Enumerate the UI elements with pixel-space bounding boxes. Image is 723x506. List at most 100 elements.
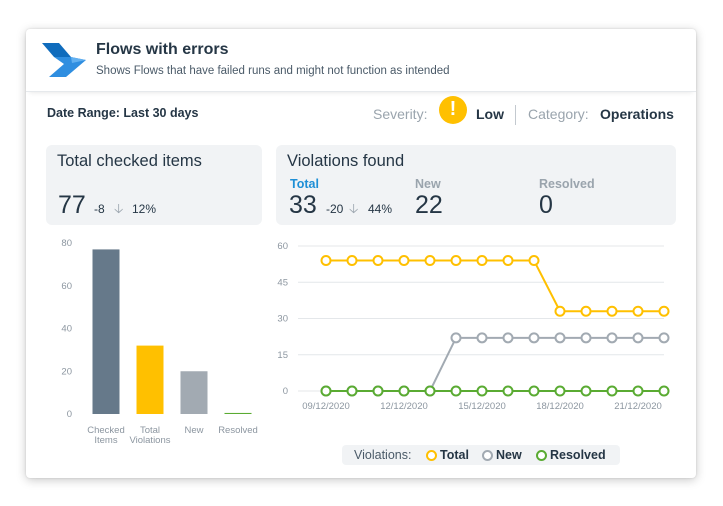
legend-resolved-marker-icon: [536, 450, 547, 461]
chart-legend: Violations: Total New Resolved: [342, 445, 620, 465]
line-y-tick-label: 0: [283, 386, 288, 397]
power-automate-logo-icon: [42, 43, 86, 77]
series-point-new: [658, 332, 670, 344]
line-x-tick-label: 21/12/2020: [614, 401, 662, 412]
series-point-resolved: [528, 385, 540, 397]
total-checked-title: Total checked items: [57, 152, 202, 170]
category-value: Operations: [600, 106, 674, 122]
date-range-label[interactable]: Date Range: Last 30 days: [47, 106, 199, 120]
series-point-resolved: [320, 385, 332, 397]
bar-y-tick-label: 80: [61, 238, 72, 249]
series-point-new: [450, 332, 462, 344]
series-point-total: [476, 255, 488, 266]
series-point-new: [632, 332, 644, 344]
card-subtitle: Shows Flows that have failed runs and mi…: [96, 65, 450, 77]
flows-with-errors-card: Flows with errors Shows Flows that have …: [26, 29, 696, 478]
series-point-resolved: [476, 385, 488, 397]
legend-new-marker-icon: [482, 450, 493, 461]
violations-new-label[interactable]: New: [415, 177, 441, 191]
series-point-total: [606, 305, 618, 317]
arrow-down-icon: 🡣: [349, 201, 359, 216]
series-point-total: [658, 305, 670, 317]
series-point-total: [424, 255, 436, 266]
series-point-total: [450, 255, 462, 266]
card-title: Flows with errors: [96, 41, 229, 58]
series-point-resolved: [372, 385, 384, 397]
line-x-tick-label: 15/12/2020: [458, 401, 506, 412]
arrow-down-icon: 🡣: [114, 201, 124, 216]
line-x-tick-label: 09/12/2020: [302, 401, 350, 412]
violations-title: Violations found: [287, 152, 405, 170]
legend-total-marker-icon: [426, 450, 437, 461]
series-point-new: [554, 332, 566, 344]
series-point-resolved: [502, 385, 514, 397]
violations-resolved-label[interactable]: Resolved: [539, 177, 595, 191]
severity-label: Severity:: [373, 106, 428, 122]
violations-total-percent: 44%: [368, 202, 393, 216]
series-point-resolved: [658, 385, 670, 397]
bar-x-tick-label: Total: [140, 425, 160, 436]
line-y-tick-label: 45: [277, 277, 288, 288]
legend-title: Violations:: [354, 448, 412, 462]
line-x-tick-label: 18/12/2020: [536, 401, 584, 412]
series-point-total: [502, 255, 514, 266]
bar-y-tick-label: 60: [61, 281, 72, 292]
bar-x-tick-label: Checked: [87, 425, 125, 436]
total-checked-box: Total checked items 77 -8 🡣 12%: [46, 145, 262, 225]
series-point-total: [632, 305, 644, 317]
violations-total-value: 33: [289, 191, 317, 219]
series-point-new: [580, 332, 592, 344]
line-x-tick-label: 12/12/2020: [380, 401, 428, 412]
line-y-tick-label: 60: [277, 241, 288, 252]
series-point-resolved: [554, 385, 566, 397]
series-point-total: [554, 305, 566, 317]
series-point-resolved: [580, 385, 592, 397]
severity-value: Low: [476, 106, 504, 122]
bar-0: [92, 249, 120, 414]
series-point-total: [346, 255, 358, 266]
violations-total-label[interactable]: Total: [290, 177, 319, 191]
bar-2: [180, 371, 208, 414]
series-point-new: [528, 332, 540, 344]
category-label: Category:: [528, 106, 589, 122]
series-line-new: [326, 336, 664, 392]
violations-line-chart: 0 15 30 45 60 09/12/2020 12/12/2020 15/12/2020 1…: [277, 241, 670, 412]
total-checked-value: 77: [58, 191, 86, 219]
series-point-resolved: [632, 385, 644, 397]
bar-x-tick-label: Resolved: [218, 425, 258, 436]
legend-item-total[interactable]: Total: [440, 448, 469, 462]
line-y-tick-label: 30: [277, 314, 288, 325]
filter-row: Date Range: Last 30 days Severity: ! Low…: [26, 91, 696, 139]
series-point-total: [398, 255, 410, 266]
bar-x-tick-label: New: [184, 425, 203, 436]
series-point-total: [528, 255, 540, 266]
bar-x-tick-label: Items: [94, 435, 117, 446]
violations-box: Violations found Total 33 -20 🡣 44% New …: [276, 145, 676, 225]
bar-y-tick-label: 40: [61, 324, 72, 335]
series-point-new: [606, 332, 618, 344]
series-point-resolved: [424, 385, 436, 397]
series-point-resolved: [398, 385, 410, 397]
series-point-resolved: [450, 385, 462, 397]
filter-divider: [515, 105, 516, 125]
series-point-new: [476, 332, 488, 344]
exclamation-icon: !: [439, 96, 467, 124]
line-y-tick-label: 15: [277, 350, 288, 361]
series-point-resolved: [606, 385, 618, 397]
total-checked-percent: 12%: [132, 202, 157, 216]
series-point-resolved: [346, 385, 358, 397]
series-line-total: [326, 259, 664, 313]
bar-3: [224, 412, 252, 414]
legend-item-new[interactable]: New: [496, 448, 522, 462]
card-header: Flows with errors Shows Flows that have …: [26, 29, 696, 92]
legend-item-resolved[interactable]: Resolved: [550, 448, 606, 462]
bar-y-tick-label: 20: [61, 366, 72, 377]
violations-resolved-value: 0: [539, 191, 553, 219]
series-point-total: [372, 255, 384, 266]
total-checked-delta: -8: [94, 202, 105, 216]
bar-1: [136, 345, 164, 414]
violations-total-delta: -20: [326, 202, 344, 216]
violations-new-value: 22: [415, 191, 443, 219]
bar-x-tick-label: Violations: [129, 435, 170, 446]
